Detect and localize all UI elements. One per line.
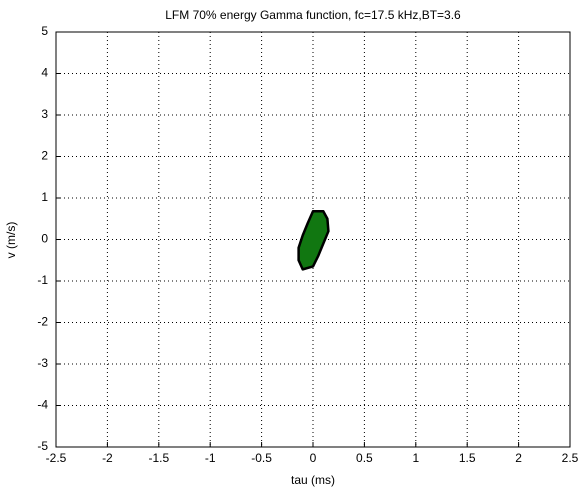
y-tick-label: 2 — [41, 149, 48, 163]
x-tick-label: -1.5 — [148, 451, 169, 465]
y-tick-label: 4 — [41, 66, 48, 80]
x-tick-label: -2.5 — [46, 451, 67, 465]
x-tick-label: -0.5 — [251, 451, 272, 465]
y-tick-label: -1 — [37, 273, 48, 287]
x-tick-label: 1.5 — [459, 451, 476, 465]
y-tick-label: -3 — [37, 356, 48, 370]
y-tick-label: -2 — [37, 315, 48, 329]
x-tick-label: 0 — [310, 451, 317, 465]
x-tick-label: -1 — [205, 451, 216, 465]
x-axis-label: tau (ms) — [291, 473, 335, 487]
x-tick-label: -2 — [102, 451, 113, 465]
y-axis-label: v (m/s) — [4, 222, 18, 259]
chart-title: LFM 70% energy Gamma function, fc=17.5 k… — [165, 8, 461, 22]
y-tick-label: -4 — [37, 398, 48, 412]
x-tick-label: 0.5 — [356, 451, 373, 465]
y-tick-label: 3 — [41, 107, 48, 121]
y-tick-label: 1 — [41, 190, 48, 204]
y-tick-label: -5 — [37, 439, 48, 453]
y-tick-label: 0 — [41, 232, 48, 246]
x-tick-label: 2 — [515, 451, 522, 465]
contour-region — [297, 210, 330, 271]
x-tick-label: 1 — [412, 451, 419, 465]
x-tick-label: 2.5 — [562, 451, 579, 465]
y-tick-label: 5 — [41, 24, 48, 38]
